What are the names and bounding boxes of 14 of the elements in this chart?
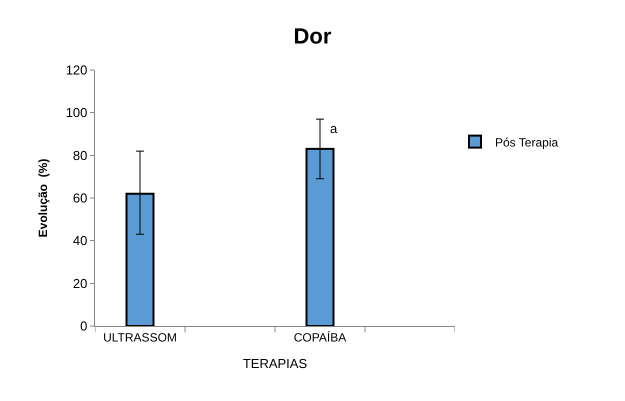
y-tick-label: 120 [66,62,88,78]
y-tick-label: 60 [72,190,88,206]
x-tick-label: COPAÍBA [294,330,346,344]
chart-title: Dor [294,23,332,48]
x-tick-label: ULTRASSOM [103,330,177,344]
x-axis-title: TERAPIAS [242,356,308,371]
y-tick-label: 100 [66,105,88,120]
y-axis-title: Evolução (%) [36,158,50,238]
y-tick-label: 0 [80,318,88,334]
legend-label: Pós Terapia [495,135,558,150]
annotation: a [330,121,338,136]
y-tick-label: 20 [72,276,88,291]
y-tick-label: 40 [72,233,88,248]
y-tick-label: 80 [72,148,88,163]
